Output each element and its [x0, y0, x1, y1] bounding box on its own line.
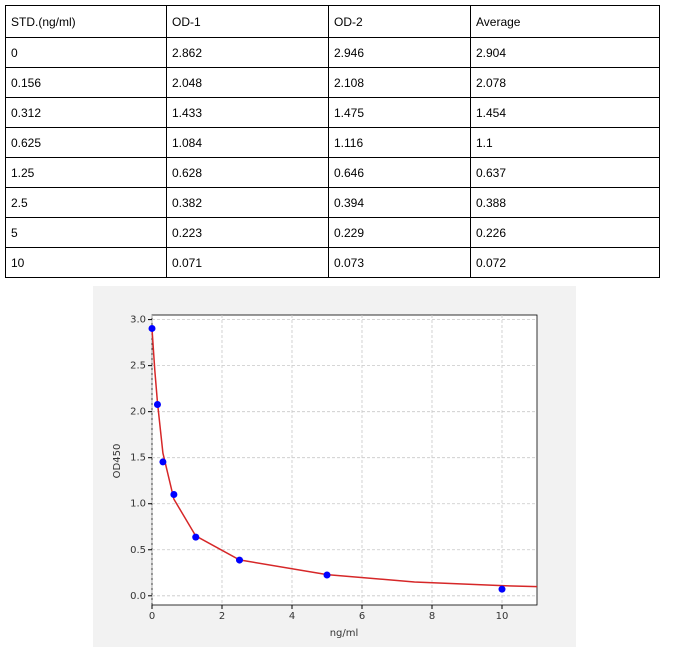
data-table: STD.(ng/ml) OD-1 OD-2 Average 0 2.862 2.946 2.9… [5, 5, 660, 278]
x-tick-label: 2 [219, 611, 225, 622]
table-row: 0.156 2.048 2.108 2.078 [5, 67, 660, 98]
y-tick-label: 2.0 [130, 407, 146, 418]
table-row: 5 0.223 0.229 0.226 [5, 217, 660, 248]
data-point [148, 324, 156, 332]
table-cell: 0.071 [166, 247, 329, 278]
data-point [498, 585, 506, 593]
table-row: 0.625 1.084 1.116 1.1 [5, 127, 660, 158]
x-tick-label: 10 [496, 611, 509, 622]
y-tick-label: 2.5 [130, 361, 146, 372]
table-cell: Average [470, 5, 660, 38]
table-cell: 0.223 [166, 217, 329, 248]
table-row: 10 0.071 0.073 0.072 [5, 247, 660, 278]
table-cell: 0.073 [328, 247, 471, 278]
table-cell: 0.072 [470, 247, 660, 278]
y-tick-label: 0.5 [130, 545, 146, 556]
table-cell: 1.454 [470, 97, 660, 128]
table-cell: 1.084 [166, 127, 329, 158]
data-point [170, 491, 178, 499]
y-tick-label: 0.0 [130, 591, 146, 602]
data-point [236, 556, 243, 564]
table-row: 0 2.862 2.946 2.904 [5, 37, 660, 68]
data-point [159, 458, 167, 466]
y-tick-label: 1.0 [130, 499, 146, 510]
table-cell: 1.116 [328, 127, 471, 158]
y-axis-label: OD450 [112, 444, 123, 479]
x-tick-label: 0 [149, 611, 155, 622]
table-cell: 5 [5, 217, 167, 248]
data-point [323, 571, 331, 579]
table-cell: 0.394 [328, 187, 471, 218]
x-axis-label: ng/ml [330, 628, 359, 639]
table-cell: 0.312 [5, 97, 167, 128]
table-cell: OD-1 [166, 5, 329, 38]
x-tick-label: 4 [289, 611, 295, 622]
table-cell: STD.(ng/ml) [5, 5, 167, 38]
data-point [192, 533, 200, 541]
x-tick-label: 8 [429, 611, 435, 622]
table-cell: 0.637 [470, 157, 660, 188]
y-tick-label: 3.0 [130, 315, 146, 326]
table-cell: 2.904 [470, 37, 660, 68]
y-tick-label: 1.5 [130, 453, 146, 464]
plot-area [151, 314, 538, 606]
table-cell: 1.433 [166, 97, 329, 128]
header-row: STD.(ng/ml) OD-1 OD-2 Average [5, 5, 660, 38]
table-cell: 2.946 [328, 37, 471, 68]
table-cell: 0.628 [166, 157, 329, 188]
x-tick-label: 6 [359, 611, 365, 622]
data-point [153, 400, 161, 408]
